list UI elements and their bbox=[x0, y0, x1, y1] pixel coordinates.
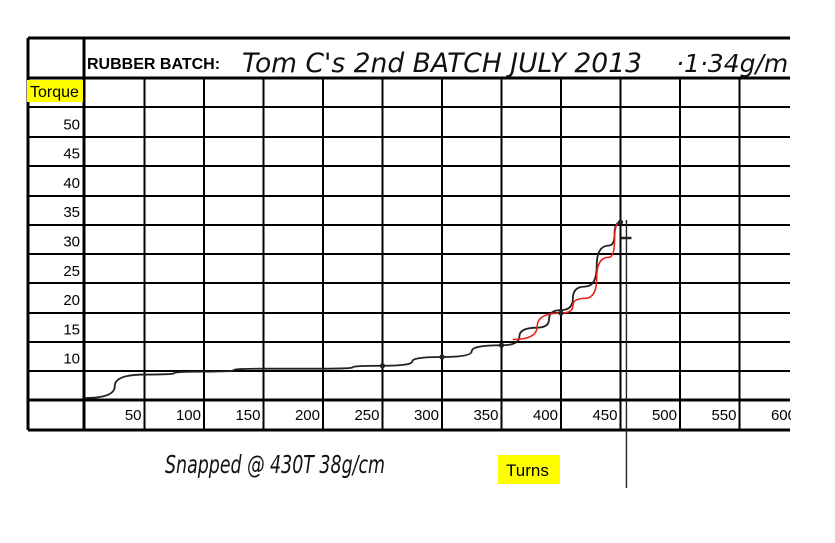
grid-lines bbox=[26, 36, 790, 432]
x-tick-label: 200 bbox=[295, 407, 320, 424]
series-line-1 bbox=[512, 221, 622, 341]
turns-label-highlight bbox=[498, 455, 560, 484]
x-tick-label: 450 bbox=[592, 407, 617, 424]
snapped-note: Snapped @ 430T 38g/cm bbox=[165, 450, 385, 479]
y-tick-label: 35 bbox=[63, 204, 80, 221]
y-axis-label: Torque bbox=[30, 84, 79, 101]
tick-labels: 10 15 20 25 30 35 40 45 50 50 100 150 200 250 300 350 40… bbox=[63, 116, 835, 430]
x-tick-label: 350 bbox=[473, 407, 498, 424]
tick-clip bbox=[791, 400, 835, 430]
x-tick-label: 400 bbox=[533, 407, 558, 424]
rubber-batch-label: RUBBER BATCH: bbox=[87, 56, 220, 73]
y-tick-label: 45 bbox=[63, 146, 80, 163]
x-axis-label: Turns bbox=[506, 461, 549, 480]
x-tick-label: 500 bbox=[652, 407, 677, 424]
data-point bbox=[558, 310, 564, 316]
data-point bbox=[498, 342, 505, 348]
x-tick-label: 550 bbox=[711, 407, 736, 424]
data-point bbox=[617, 219, 624, 225]
data-point bbox=[379, 363, 386, 369]
x-tick-label: 50 bbox=[125, 407, 142, 424]
x-tick-label: 150 bbox=[235, 407, 260, 424]
x-tick-label: 600 bbox=[771, 407, 796, 424]
x-tick-label: 300 bbox=[414, 407, 439, 424]
y-tick-label: 20 bbox=[63, 292, 80, 309]
marker-layer bbox=[379, 219, 632, 488]
x-tick-label: 100 bbox=[176, 407, 201, 424]
density-handwritten-text: ·1·34g/m bbox=[676, 49, 788, 78]
y-tick-label: 25 bbox=[63, 263, 80, 280]
y-tick-label: 30 bbox=[63, 234, 80, 251]
y-tick-label: 50 bbox=[63, 116, 80, 133]
y-tick-label: 15 bbox=[63, 321, 80, 338]
y-tick-label: 40 bbox=[63, 175, 80, 192]
torque-label-highlight bbox=[27, 80, 83, 102]
data-point bbox=[439, 354, 445, 360]
x-tick-label: 250 bbox=[354, 407, 379, 424]
y-tick-label: 10 bbox=[63, 351, 80, 368]
batch-handwritten-text: Tom C's 2nd BATCH JULY 2013 bbox=[242, 48, 642, 79]
